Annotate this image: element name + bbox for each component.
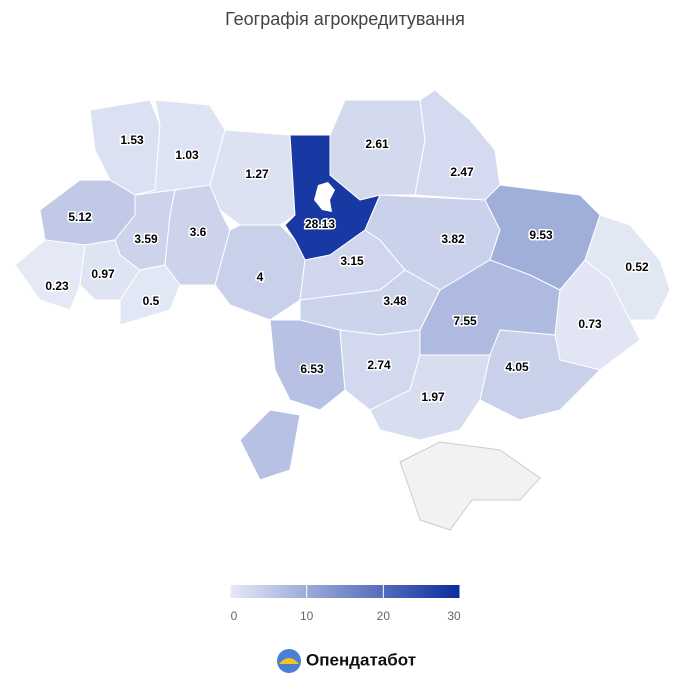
region-value-label: 0.5 — [143, 294, 160, 308]
legend-tick-label: 0 — [231, 609, 238, 623]
region-value-label: 3.15 — [340, 254, 364, 268]
region-value-label: 7.55 — [453, 314, 477, 328]
legend-tick-label: 20 — [377, 609, 391, 623]
region-value-label: 1.53 — [120, 133, 144, 147]
region — [479, 329, 601, 421]
region-value-label: 5.12 — [68, 210, 92, 224]
region-value-label: 2.47 — [450, 165, 474, 179]
map-title: Географія агрокредитування — [225, 9, 465, 29]
region-value-label: 1.27 — [245, 167, 269, 181]
region-value-label: 4.05 — [505, 360, 529, 374]
region-value-label: 2.61 — [365, 137, 389, 151]
region — [369, 354, 491, 441]
brand-icon-part — [279, 658, 299, 664]
brand-name: Опендатабот — [306, 650, 416, 669]
region-value-label: 0.23 — [45, 279, 69, 293]
region — [414, 89, 501, 201]
region-value-label: 3.59 — [134, 232, 158, 246]
region — [14, 239, 86, 311]
region-value-label: 4 — [257, 270, 264, 284]
legend-tick-label: 30 — [447, 609, 461, 623]
region-value-label: 3.48 — [383, 294, 407, 308]
region-value-label: 3.82 — [441, 232, 465, 246]
region-value-label: 2.74 — [367, 358, 391, 372]
color-legend-bar — [230, 585, 460, 598]
region-value-label: 0.73 — [578, 317, 602, 331]
region-value-label: 1.97 — [421, 390, 445, 404]
region-value-label: 3.6 — [190, 225, 207, 239]
city-area — [314, 182, 335, 212]
region — [119, 264, 181, 326]
region-value-label: 9.53 — [529, 228, 553, 242]
region-value-label: 1.03 — [175, 148, 199, 162]
region — [239, 319, 346, 481]
region-value-label: 0.52 — [625, 260, 649, 274]
region-value-label: 6.53 — [300, 362, 324, 376]
region-value-label: 0.97 — [91, 267, 115, 281]
no-data-region — [399, 441, 541, 531]
region-value-label: 28.13 — [305, 217, 335, 231]
legend-tick-label: 10 — [300, 609, 314, 623]
